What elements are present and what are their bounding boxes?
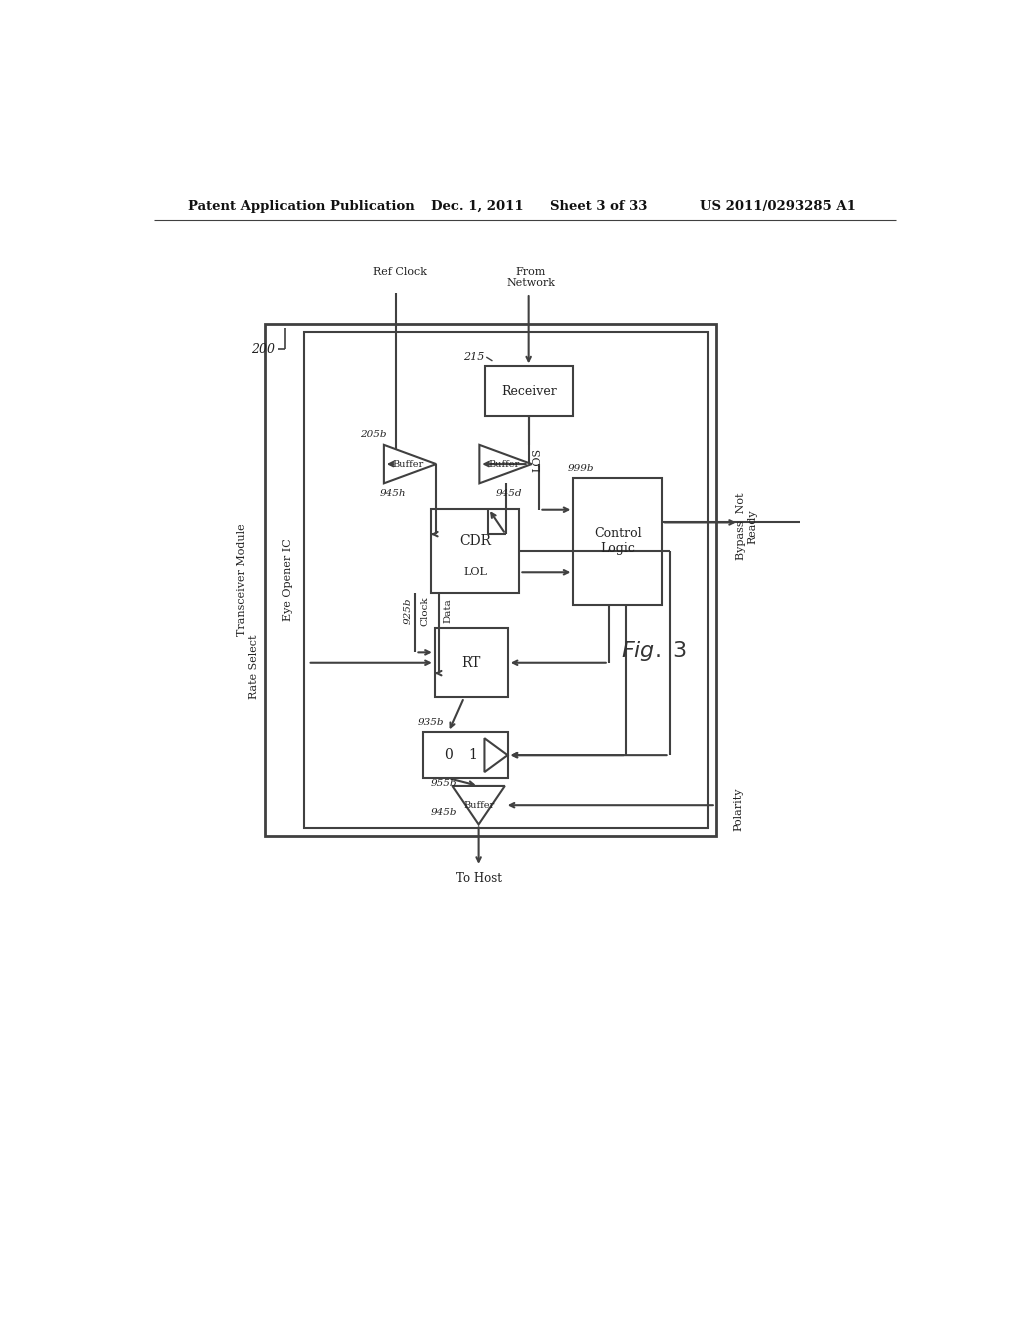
Bar: [484, 367, 573, 416]
Text: Sheet 3 of 33: Sheet 3 of 33: [550, 199, 647, 213]
Text: 945b: 945b: [430, 808, 457, 817]
Text: LOS: LOS: [532, 449, 543, 473]
Text: Receiver: Receiver: [501, 385, 557, 397]
Text: Control
Logic: Control Logic: [594, 528, 641, 556]
Polygon shape: [479, 445, 531, 483]
Text: Dec. 1, 2011: Dec. 1, 2011: [431, 199, 523, 213]
Text: Polarity: Polarity: [734, 787, 743, 830]
Text: 945d: 945d: [497, 488, 522, 498]
Polygon shape: [453, 785, 505, 825]
Text: 0: 0: [444, 748, 453, 762]
Text: Patent Application Publication: Patent Application Publication: [188, 199, 415, 213]
Text: Eye Opener IC: Eye Opener IC: [284, 539, 294, 620]
Text: CDR: CDR: [459, 533, 492, 548]
Text: LOL: LOL: [463, 568, 487, 577]
Text: Buffer: Buffer: [393, 459, 424, 469]
Text: US 2011/0293285 A1: US 2011/0293285 A1: [700, 199, 856, 213]
Text: Bypass  Not
Ready: Bypass Not Ready: [736, 492, 758, 560]
Text: Clock: Clock: [420, 595, 429, 626]
Text: Buffer: Buffer: [488, 459, 519, 469]
Text: 200: 200: [251, 343, 275, 356]
Text: 205b: 205b: [360, 430, 387, 440]
Text: RT: RT: [462, 656, 481, 669]
Bar: [431, 508, 519, 594]
Text: Transceiver Module: Transceiver Module: [238, 523, 247, 636]
Text: Data: Data: [443, 598, 453, 623]
Bar: [435, 628, 508, 697]
Text: 215: 215: [464, 352, 484, 362]
Polygon shape: [484, 738, 508, 772]
Text: 955b: 955b: [430, 779, 457, 788]
Text: Rate Select: Rate Select: [249, 635, 259, 698]
Bar: [265, 323, 716, 836]
Text: 999b: 999b: [567, 465, 594, 473]
Text: To Host: To Host: [456, 871, 502, 884]
Bar: [573, 478, 662, 605]
Text: Network: Network: [507, 279, 555, 288]
Text: 925b: 925b: [403, 598, 413, 624]
Text: $\mathit{Fig.\ 3}$: $\mathit{Fig.\ 3}$: [622, 639, 687, 663]
Text: 945h: 945h: [380, 488, 407, 498]
Text: 935b: 935b: [418, 718, 444, 727]
Bar: [304, 331, 708, 829]
Text: 1: 1: [468, 748, 477, 762]
Bar: [423, 733, 508, 779]
Text: From: From: [516, 268, 546, 277]
Text: Ref Clock: Ref Clock: [373, 268, 427, 277]
Text: Buffer: Buffer: [463, 801, 495, 809]
Polygon shape: [384, 445, 436, 483]
